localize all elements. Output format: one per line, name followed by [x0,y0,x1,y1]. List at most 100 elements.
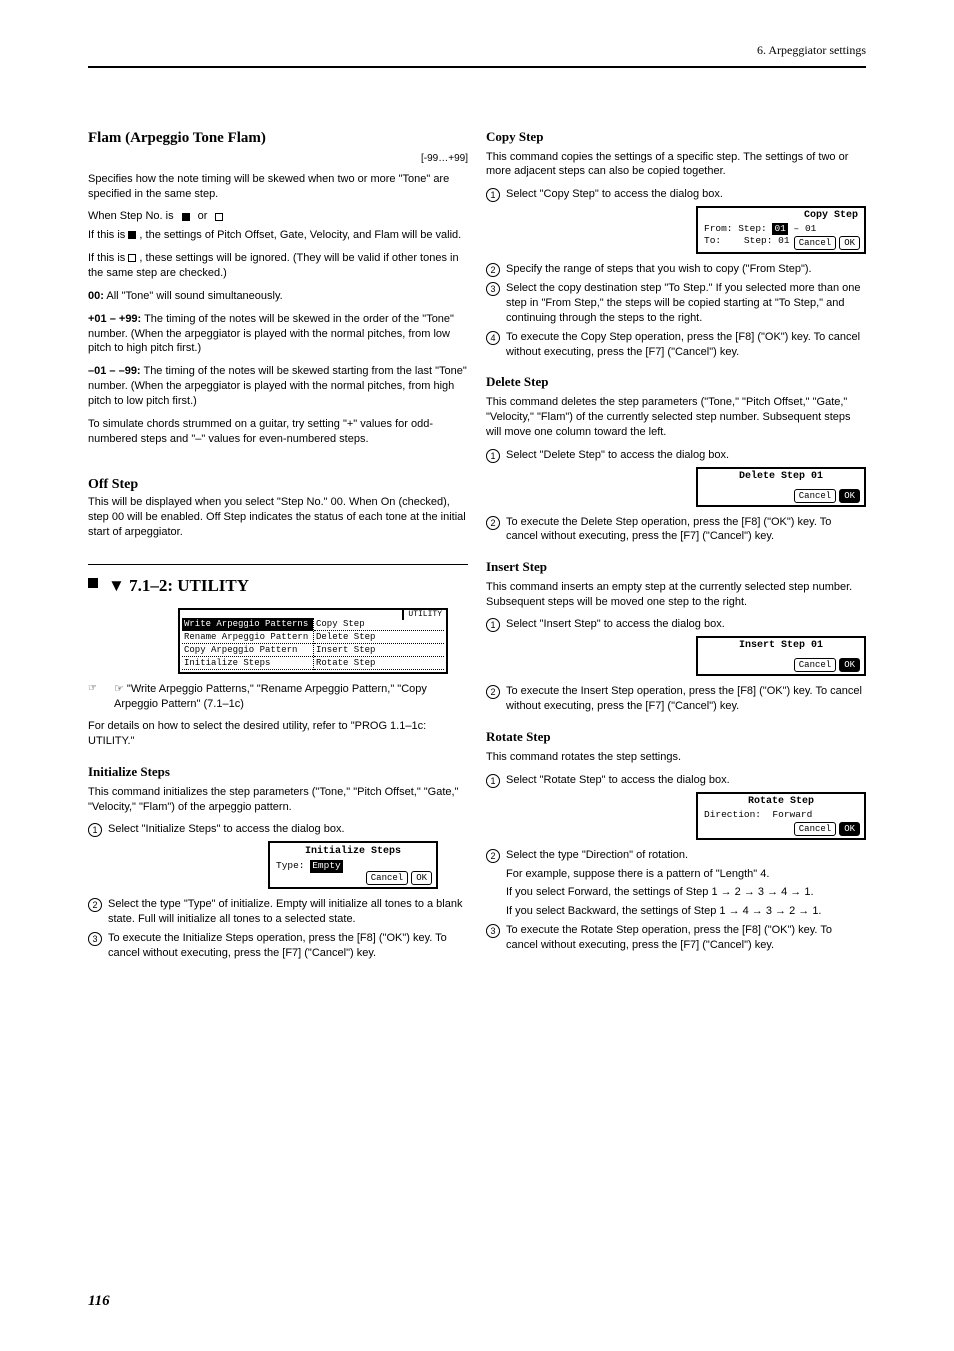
circled-4-icon: 4 [486,331,500,345]
initialize-steps-lcd: Initialize Steps Type: Empty Cancel OK [268,841,438,889]
top-rule [88,66,866,68]
circled-1-icon: 1 [486,618,500,632]
rotate-step-lcd: Rotate Step Direction: Forward Cancel OK [696,792,866,840]
delete-step-2: 2 To execute the Delete Step operation, … [486,515,866,545]
insert-step-lcd: Insert Step 01 Cancel OK [696,636,866,676]
filled-square-icon-inline [128,231,136,239]
circled-1-icon: 1 [486,188,500,202]
utility-tab: UTILITY [402,608,448,620]
init-title: Initialize Steps [88,763,468,781]
delete-title: Delete Step [486,373,866,391]
flam-plus: +01 – +99: The timing of the notes will … [88,312,468,357]
utility-item[interactable]: Delete Step [314,631,444,644]
circled-3-icon: 3 [486,282,500,296]
rotate-title: Rotate Step [486,728,866,746]
ok-button[interactable]: OK [839,236,860,250]
cancel-button[interactable]: Cancel [366,871,408,885]
circled-1-icon: 1 [486,449,500,463]
direction-value[interactable]: Forward [772,809,812,820]
section-rule [88,564,468,565]
delete-step-1: 1 Select "Delete Step" to access the dia… [486,448,866,463]
insert-step-2: 2 To execute the Insert Step operation, … [486,684,866,714]
copy-title: Copy Step [486,128,866,146]
direction-label: Direction: [704,809,761,820]
copy-step-2: 2 Specify the range of steps that you wi… [486,262,866,277]
delete-step-lcd: Delete Step 01 Cancel OK [696,467,866,507]
cancel-button[interactable]: Cancel [794,489,836,503]
rotate-example-intro: For example, suppose there is a pattern … [506,867,866,882]
from-step-value[interactable]: 01 [772,223,787,234]
flam-title: Flam (Arpeggio Tone Flam) [88,128,468,148]
utility-bullet-icon [88,578,98,588]
cancel-button[interactable]: Cancel [794,658,836,672]
lcd-title: Delete Step 01 [698,469,864,483]
utility-item[interactable]: Rename Arpeggio Pattern [182,631,313,644]
rotate-forward: If you select Forward, the settings of S… [506,885,866,900]
ok-button[interactable]: OK [839,658,860,672]
utility-menu-lcd: UTILITY Write Arpeggio Patterns Rename A… [178,608,448,674]
flam-00: 00: All "Tone" will sound simultaneously… [88,289,468,304]
lcd-title: Insert Step 01 [698,638,864,652]
flam-stepbullet-2: If this is , these settings will be igno… [88,251,468,281]
lcd-title: Initialize Steps [270,843,436,859]
from-step-end[interactable]: 01 [805,223,816,234]
init-text: This command initializes the step parame… [88,785,468,815]
lcd-title: Copy Step [698,208,864,222]
or-label: or [198,209,208,224]
insert-title: Insert Step [486,558,866,576]
copy-step-lcd: Copy Step From: Step: 01 – 01 To: Step: … [696,206,866,254]
to-step-value[interactable]: 01 [778,235,789,246]
circled-2-icon: 2 [486,516,500,530]
ok-button[interactable]: OK [839,489,860,503]
ok-button[interactable]: OK [839,822,860,836]
circled-1-icon: 1 [88,823,102,837]
init-step-2: 2 Select the type "Type" of initialize. … [88,897,468,927]
circled-3-icon: 3 [88,932,102,946]
flam-step-bullet: When Step No. is or [88,209,468,224]
circled-2-icon: 2 [486,263,500,277]
utility-item[interactable]: Initialize Steps [182,657,313,670]
rotate-backward: If you select Backward, the settings of … [506,904,866,919]
offstep-title: Off Step [88,476,468,495]
right-column: Copy Step This command copies the settin… [486,128,866,957]
utility-howto: For details on how to select the desired… [88,719,468,749]
flam-guitar: To simulate chords strummed on a guitar,… [88,417,468,447]
copy-step-4: 4 To execute the Copy Step operation, pr… [486,330,866,360]
utility-heading: ▼ 7.1–2: UTILITY [108,575,249,598]
utility-item[interactable]: Rotate Step [314,657,444,670]
circled-2-icon: 2 [486,849,500,863]
copy-step-1: 1 Select "Copy Step" to access the dialo… [486,187,866,202]
flam-minus: –01 – –99: The timing of the notes will … [88,364,468,409]
ok-button[interactable]: OK [411,871,432,885]
insert-intro: This command inserts an empty step at th… [486,580,866,610]
insert-step-1: 1 Select "Insert Step" to access the dia… [486,617,866,632]
utility-item[interactable]: Write Arpeggio Patterns [182,618,313,631]
delete-intro: This command deletes the step parameters… [486,395,866,440]
utility-item[interactable]: Insert Step [314,644,444,657]
rotate-intro: This command rotates the step settings. [486,750,866,765]
filled-square-icon [182,213,190,221]
copy-intro: This command copies the settings of a sp… [486,150,866,180]
flam-intro: Specifies how the note timing will be sk… [88,172,468,202]
reference-icon: ☞ [88,682,106,712]
init-step-3: 3 To execute the Initialize Steps operat… [88,931,468,961]
page: 6. Arpeggiator settings 116 Flam (Arpegg… [0,0,954,1351]
open-square-icon [215,213,223,221]
stepno-label: When Step No. is [88,209,174,224]
cancel-button[interactable]: Cancel [794,236,836,250]
cancel-button[interactable]: Cancel [794,822,836,836]
utility-col-left: Write Arpeggio Patterns Rename Arpeggio … [182,618,313,670]
lcd-title: Rotate Step [698,794,864,808]
circled-2-icon: 2 [88,898,102,912]
init-step-1: 1 Select "Initialize Steps" to access th… [88,822,468,837]
offstep-text: This will be displayed when you select "… [88,495,468,540]
rotate-step-2: 2 Select the type "Direction" of rotatio… [486,848,866,863]
utility-ref: ☞ "Write Arpeggio Patterns," "Rename Arp… [114,682,468,712]
page-number: 116 [88,1291,110,1311]
circled-2-icon: 2 [486,685,500,699]
header-right: 6. Arpeggiator settings [757,42,866,58]
utility-item[interactable]: Copy Arpeggio Pattern [182,644,313,657]
rotate-step-3: 3 To execute the Rotate Step operation, … [486,923,866,953]
type-value[interactable]: Empty [310,860,343,873]
left-column: Flam (Arpeggio Tone Flam) [-99…+99] Spec… [88,128,468,965]
